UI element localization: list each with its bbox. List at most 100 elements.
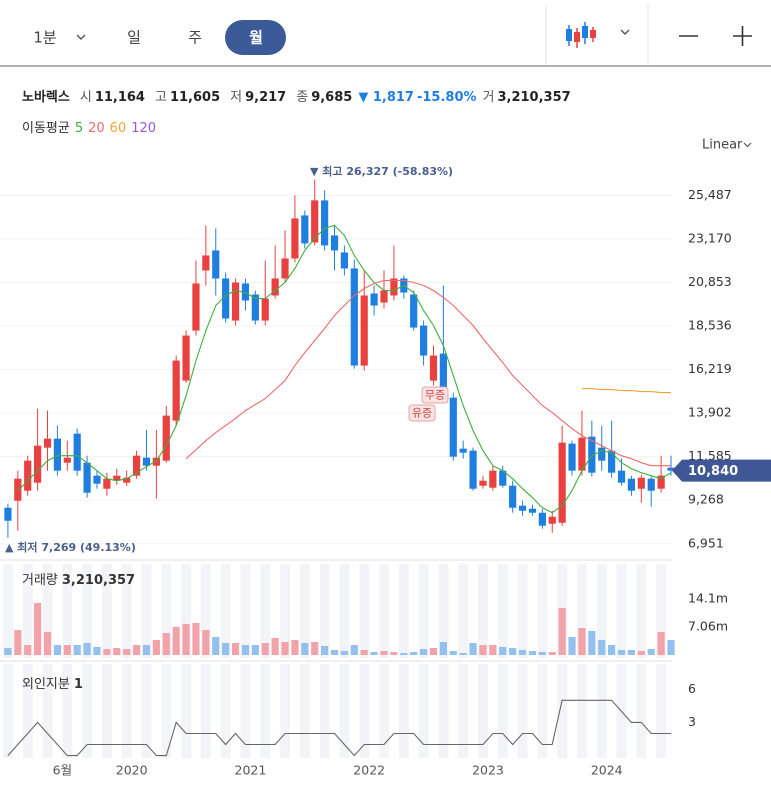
high-annotation: ▼ 최고 26,327 (-58.83%) xyxy=(310,164,453,178)
legend-entry: 5 xyxy=(75,121,83,136)
stripe xyxy=(220,564,231,658)
volume-bar xyxy=(360,649,368,655)
stripe xyxy=(319,664,330,758)
volume-bar xyxy=(53,645,62,655)
stripe xyxy=(200,564,211,658)
candle-body xyxy=(479,480,487,486)
interval-button[interactable]: 월 xyxy=(249,29,263,47)
quote-text: 종 xyxy=(296,90,308,105)
candle-icon[interactable] xyxy=(566,22,596,48)
stripe xyxy=(398,564,409,658)
y-tick-label: 23,170 xyxy=(688,230,732,245)
volume-bar xyxy=(192,622,200,655)
y-tick-label: 9,268 xyxy=(688,492,724,507)
stripe xyxy=(62,564,73,658)
quote-text: 11,605 xyxy=(170,90,220,105)
interval-button[interactable]: 주 xyxy=(188,29,202,47)
candle-body xyxy=(637,477,645,489)
candle-body xyxy=(53,438,62,471)
quote-text: 노바렉스 xyxy=(22,89,70,105)
quote-text: 9,685 xyxy=(311,90,352,105)
candle-body xyxy=(311,200,319,243)
stripe xyxy=(101,664,112,758)
y-tick-label: 13,902 xyxy=(688,405,732,420)
volume-bar xyxy=(647,648,655,655)
candle-body xyxy=(34,445,42,483)
x-tick-label: 2021 xyxy=(235,763,267,778)
stripe xyxy=(398,664,409,758)
event-box xyxy=(421,386,449,404)
volume-bar xyxy=(419,648,428,655)
volume-bar xyxy=(439,641,447,655)
y-tick-label: 7.06m xyxy=(688,618,728,633)
candle-body xyxy=(548,516,556,524)
stripe xyxy=(101,564,112,658)
stripe xyxy=(557,664,568,758)
scale-mode[interactable]: Linear xyxy=(702,138,743,153)
stripe xyxy=(240,564,251,658)
candle-body xyxy=(73,433,81,471)
candle-body xyxy=(83,462,91,493)
volume-bar xyxy=(182,623,190,655)
y-tick-label: 14.1m xyxy=(688,590,728,605)
stripe xyxy=(181,664,192,758)
quote-text: 저 xyxy=(230,90,242,105)
quote-text: 11,164 xyxy=(95,90,145,105)
volume-bar xyxy=(212,637,220,655)
volume-bar xyxy=(93,646,101,655)
candle-body xyxy=(24,460,32,491)
candle-body xyxy=(251,294,259,321)
stripe xyxy=(458,564,469,658)
zoom-in[interactable] xyxy=(733,26,752,46)
candle-body xyxy=(132,455,141,476)
candle-body xyxy=(330,235,339,251)
event-label: 무증 xyxy=(425,389,445,402)
candle-body xyxy=(558,442,566,523)
stripe xyxy=(121,564,132,658)
interval-button[interactable]: 1분 xyxy=(33,29,57,47)
stripe xyxy=(121,664,132,758)
candle-body xyxy=(281,258,289,279)
chevron[interactable] xyxy=(76,34,86,40)
candle-body xyxy=(202,255,210,271)
volume-bar xyxy=(261,642,269,655)
stripe xyxy=(577,564,587,658)
volume-bar xyxy=(123,648,131,655)
candle-body xyxy=(489,470,497,488)
candle-body xyxy=(231,282,240,321)
volume-bar xyxy=(479,645,487,655)
volume-bar xyxy=(637,650,645,655)
stripe xyxy=(260,664,271,758)
candle-body xyxy=(380,290,388,303)
candle-body xyxy=(4,507,12,521)
volume-bar xyxy=(509,647,517,655)
quote-text: 3,210,357 xyxy=(497,90,570,105)
volume-bar xyxy=(281,641,289,655)
chevron[interactable] xyxy=(620,29,630,35)
volume-bar xyxy=(231,642,240,655)
candle-body xyxy=(261,298,269,321)
volume-bar xyxy=(301,642,309,655)
volume-bar xyxy=(103,648,111,655)
stripe xyxy=(3,564,13,658)
candle-body xyxy=(568,443,576,471)
candle-body xyxy=(410,294,418,328)
stripe xyxy=(22,664,33,758)
candle-body xyxy=(321,200,329,246)
x-tick-label: 2024 xyxy=(591,763,623,778)
volume-bar xyxy=(390,652,398,655)
volume-bar xyxy=(172,626,180,655)
stripe xyxy=(62,664,73,758)
volume-bar xyxy=(499,646,507,655)
volume-bar xyxy=(24,645,32,655)
candle-body xyxy=(390,278,398,296)
candle-body xyxy=(509,485,517,508)
chevron[interactable] xyxy=(743,142,752,148)
interval-button[interactable]: 일 xyxy=(127,29,141,47)
volume-bar xyxy=(578,628,586,655)
volume-bar xyxy=(251,645,259,655)
x-tick-label: 6월 xyxy=(53,763,72,778)
volume-bar xyxy=(429,647,438,655)
quote-line: 노바렉스 시 11,164 고 11,605 저 9,217 종 9,685 ▼ 1,817 -15… xyxy=(22,89,571,105)
stripe xyxy=(458,664,469,758)
